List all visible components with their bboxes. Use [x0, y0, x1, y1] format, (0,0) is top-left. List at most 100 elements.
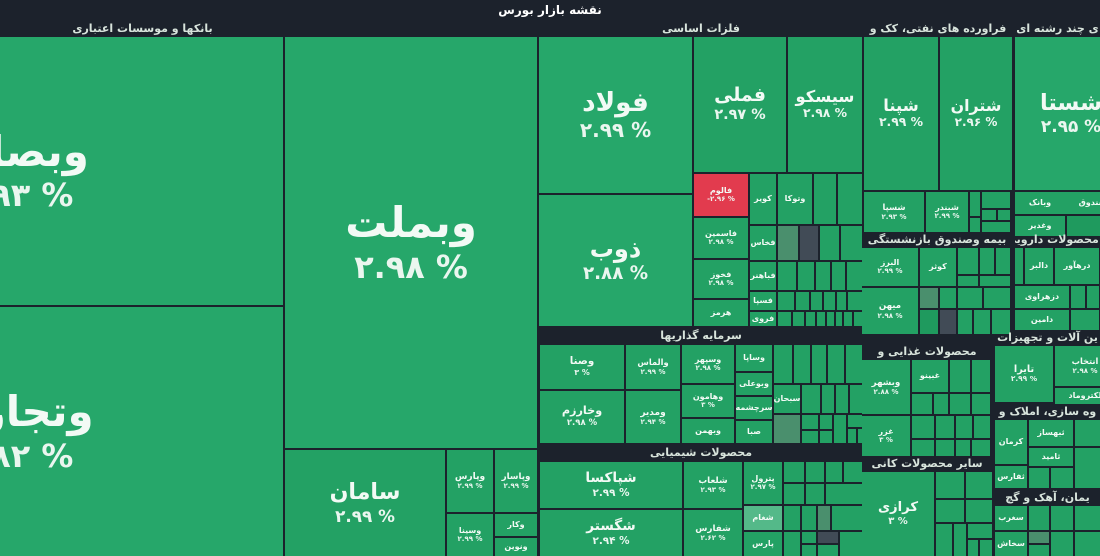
treemap-tile[interactable]: وبانک: [1015, 192, 1065, 214]
treemap-tile-unlabeled[interactable]: [936, 500, 964, 522]
treemap-tile-unlabeled[interactable]: [982, 192, 1010, 208]
treemap-tile-unlabeled[interactable]: [1075, 532, 1100, 556]
treemap-tile-unlabeled[interactable]: [920, 288, 938, 308]
treemap-tile-unlabeled[interactable]: [966, 472, 992, 498]
treemap-tile[interactable]: وصندوق: [1065, 192, 1100, 214]
treemap-tile-unlabeled[interactable]: [844, 312, 852, 326]
treemap-tile[interactable]: هرمز: [694, 300, 748, 326]
treemap-tile-unlabeled[interactable]: [848, 415, 862, 427]
treemap-tile-unlabeled[interactable]: [847, 262, 862, 290]
treemap-tile-unlabeled[interactable]: [814, 174, 836, 224]
treemap-tile[interactable]: کوثر: [920, 248, 956, 286]
treemap-tile-unlabeled[interactable]: [854, 312, 862, 326]
treemap-tile-unlabeled[interactable]: [826, 462, 842, 482]
treemap-tile-unlabeled[interactable]: [934, 394, 948, 414]
treemap-tile-unlabeled[interactable]: [972, 440, 990, 456]
treemap-tile-unlabeled[interactable]: [841, 226, 862, 260]
treemap-tile-unlabeled[interactable]: [818, 506, 830, 530]
treemap-tile-unlabeled[interactable]: [1071, 310, 1099, 330]
treemap-tile[interactable]: لکتروماد: [1055, 388, 1100, 404]
treemap-tile-unlabeled[interactable]: [817, 312, 825, 326]
treemap-tile[interactable]: درهآور: [1055, 248, 1099, 284]
treemap-tile[interactable]: ذوب ۲.۸۸ %: [539, 195, 692, 326]
treemap-tile-unlabeled[interactable]: [968, 540, 978, 556]
treemap-tile[interactable]: ثامید: [1029, 448, 1073, 466]
treemap-tile-unlabeled[interactable]: [802, 385, 820, 413]
treemap-tile-unlabeled[interactable]: [784, 532, 800, 556]
treemap-tile[interactable]: وسپهر ۲.۹۸ %: [682, 345, 734, 383]
treemap-tile[interactable]: فملی ۲.۹۷ %: [694, 37, 786, 172]
treemap-tile[interactable]: فروی: [750, 312, 776, 326]
treemap-tile-unlabeled[interactable]: [972, 360, 990, 392]
treemap-tile[interactable]: وسینا ۲.۹۹ %: [447, 514, 493, 556]
treemap-tile-unlabeled[interactable]: [820, 226, 839, 260]
treemap-tile[interactable]: وتوکا: [778, 174, 812, 224]
treemap-tile-unlabeled[interactable]: [980, 276, 1010, 286]
treemap-tile-unlabeled[interactable]: [958, 288, 982, 308]
treemap-tile-unlabeled[interactable]: [793, 312, 804, 326]
treemap-tile-unlabeled[interactable]: [972, 394, 990, 414]
treemap-tile-unlabeled[interactable]: [798, 262, 814, 290]
treemap-tile[interactable]: وهامون ۳ %: [682, 385, 734, 417]
treemap-tile-unlabeled[interactable]: [992, 310, 1010, 334]
treemap-tile-unlabeled[interactable]: [958, 276, 978, 286]
treemap-tile[interactable]: ثبهساز: [1029, 420, 1073, 446]
treemap-tile-unlabeled[interactable]: [778, 312, 791, 326]
treemap-tile[interactable]: کویر: [750, 174, 776, 224]
treemap-tile[interactable]: میهن ۲.۹۸ %: [862, 288, 918, 334]
treemap-tile-unlabeled[interactable]: [811, 292, 822, 310]
treemap-tile-unlabeled[interactable]: [936, 472, 964, 498]
treemap-tile-unlabeled[interactable]: [846, 345, 862, 383]
treemap-tile[interactable]: فالوم -۲.۹۶ %: [694, 174, 748, 216]
treemap-tile-unlabeled[interactable]: [1075, 506, 1100, 530]
treemap-tile[interactable]: وصنا ۳ %: [540, 345, 624, 389]
treemap-tile-unlabeled[interactable]: [832, 262, 845, 290]
treemap-tile-unlabeled[interactable]: [840, 532, 862, 556]
treemap-tile[interactable]: کرازی ۳ %: [862, 472, 934, 556]
treemap-tile[interactable]: فباهنر: [750, 262, 776, 290]
treemap-tile[interactable]: تایرا ۲.۹۹ %: [995, 346, 1053, 402]
treemap-tile[interactable]: سبحان: [774, 385, 800, 413]
treemap-tile-unlabeled[interactable]: [956, 440, 970, 456]
treemap-tile-unlabeled[interactable]: [774, 415, 800, 443]
treemap-tile-unlabeled[interactable]: [822, 385, 834, 413]
treemap-tile[interactable]: فاسمین ۲.۹۸ %: [694, 218, 748, 258]
treemap-tile[interactable]: سیسکو ۲.۹۸ %: [788, 37, 862, 172]
treemap-tile-unlabeled[interactable]: [826, 484, 862, 504]
treemap-tile-unlabeled[interactable]: [1075, 420, 1100, 446]
treemap-tile-unlabeled[interactable]: [850, 385, 862, 413]
treemap-tile[interactable]: وبصادر۲.۹۳ %: [0, 37, 283, 305]
treemap-tile[interactable]: پترول ۲.۹۷ %: [744, 462, 782, 504]
treemap-tile-unlabeled[interactable]: [778, 226, 798, 260]
treemap-tile-unlabeled[interactable]: [1029, 532, 1049, 543]
treemap-tile-unlabeled[interactable]: [950, 394, 970, 414]
treemap-tile-unlabeled[interactable]: [844, 462, 862, 482]
treemap-tile[interactable]: شبندر ۲.۹۹ %: [926, 192, 968, 232]
treemap-tile[interactable]: وخارزم ۲.۹۸ %: [540, 391, 624, 443]
treemap-tile-unlabeled[interactable]: [956, 416, 972, 438]
treemap-tile-unlabeled[interactable]: [920, 310, 938, 334]
treemap-tile-unlabeled[interactable]: [784, 484, 804, 504]
treemap-tile[interactable]: البرز ۲.۹۹ %: [862, 248, 918, 286]
treemap-tile[interactable]: غبینو: [912, 360, 948, 392]
treemap-tile[interactable]: وبهمن: [682, 419, 734, 443]
treemap-tile-unlabeled[interactable]: [912, 416, 934, 438]
treemap-tile[interactable]: سغرب: [995, 506, 1027, 530]
treemap-tile-unlabeled[interactable]: [802, 506, 816, 530]
treemap-tile-unlabeled[interactable]: [1075, 448, 1100, 488]
treemap-tile-unlabeled[interactable]: [970, 192, 980, 216]
treemap-tile-unlabeled[interactable]: [802, 431, 818, 443]
treemap-tile-unlabeled[interactable]: [974, 310, 990, 334]
treemap-tile[interactable]: وبملت ۲.۹۸ %: [285, 37, 537, 448]
treemap-tile-unlabeled[interactable]: [816, 262, 830, 290]
treemap-tile-unlabeled[interactable]: [1029, 506, 1049, 530]
treemap-tile[interactable]: سخاش: [995, 532, 1027, 556]
treemap-tile-unlabeled[interactable]: [1029, 468, 1049, 488]
treemap-tile-unlabeled[interactable]: [848, 429, 856, 443]
treemap-tile[interactable]: وکار: [495, 514, 537, 536]
treemap-tile-unlabeled[interactable]: [774, 345, 792, 383]
treemap-tile-unlabeled[interactable]: [838, 174, 862, 224]
treemap-tile[interactable]: کرمان: [995, 420, 1027, 464]
treemap-tile-unlabeled[interactable]: [802, 415, 818, 429]
treemap-tile-unlabeled[interactable]: [940, 288, 956, 308]
